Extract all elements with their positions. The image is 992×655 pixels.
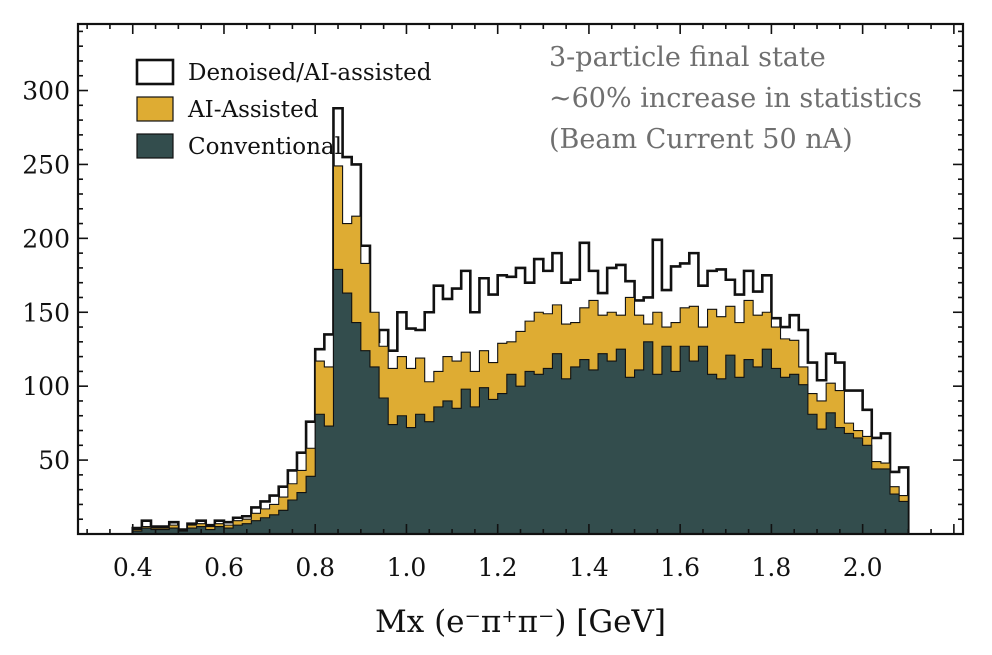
annotation-line: ~60% increase in statistics xyxy=(549,83,922,114)
x-tick-label: 1.6 xyxy=(660,553,700,582)
y-tick-label: 100 xyxy=(22,372,70,401)
x-tick-label: 0.4 xyxy=(113,553,153,582)
legend-swatch-conventional xyxy=(136,133,174,159)
plot-area xyxy=(131,106,910,534)
y-axis: 50 100 150 200 250 300 xyxy=(22,30,963,521)
x-tick-label: 1.4 xyxy=(569,553,609,582)
legend-swatch-ai-assisted xyxy=(136,96,174,122)
y-tick-label: 50 xyxy=(38,446,70,475)
legend-swatch-denoised-ai-assisted xyxy=(135,58,175,86)
y-tick-label: 150 xyxy=(22,298,70,327)
x-axis-title: Mx (e⁻π⁺π⁻) [GeV] xyxy=(375,604,666,640)
legend-label-conventional: Conventional xyxy=(188,134,342,160)
legend-label-ai-assisted: AI-Assisted xyxy=(187,97,319,123)
annotation-line: (Beam Current 50 nA) xyxy=(549,124,853,155)
x-tick-label: 1.0 xyxy=(387,553,427,582)
legend-label-denoised-ai-assisted: Denoised/AI-assisted xyxy=(188,60,432,86)
x-tick-label: 2.0 xyxy=(843,553,883,582)
x-axis: 0.4 0.6 0.8 1.0 1.2 1.4 1.6 1.8 2.0 xyxy=(86,24,955,582)
x-tick-label: 0.6 xyxy=(204,553,244,582)
y-tick-label: 300 xyxy=(22,77,70,106)
y-tick-label: 250 xyxy=(22,150,70,179)
series-conventional xyxy=(132,268,909,534)
x-tick-label: 0.8 xyxy=(295,553,335,582)
x-tick-label: 1.2 xyxy=(478,553,518,582)
y-tick-label: 200 xyxy=(22,224,70,253)
annotation-block: 3-particle final state ~60% increase in s… xyxy=(549,42,922,155)
x-tick-label: 1.8 xyxy=(752,553,792,582)
annotation-line: 3-particle final state xyxy=(549,42,826,73)
legend: Denoised/AI-assisted AI-Assisted Conventio… xyxy=(135,58,432,160)
